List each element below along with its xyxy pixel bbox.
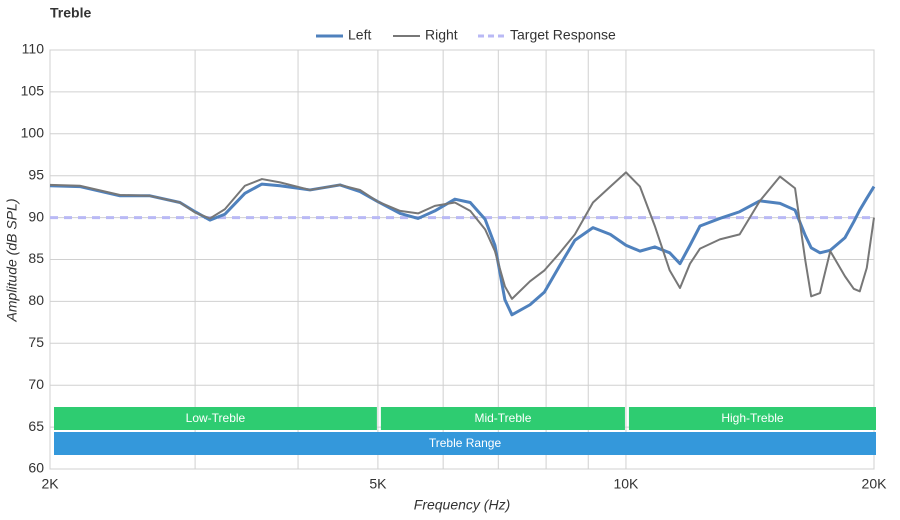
y-tick-label: 90 xyxy=(28,208,44,224)
y-tick-label: 110 xyxy=(22,41,45,57)
band-label: High-Treble xyxy=(721,411,784,425)
legend-label: Left xyxy=(348,27,371,43)
band-label: Low-Treble xyxy=(186,411,246,425)
x-tick-label: 10K xyxy=(613,476,639,492)
x-tick-label: 5K xyxy=(369,476,387,492)
y-tick-label: 65 xyxy=(28,418,44,434)
band-label: Treble Range xyxy=(429,436,502,450)
y-tick-label: 100 xyxy=(21,125,45,141)
y-tick-label: 85 xyxy=(28,250,44,266)
x-axis-label: Frequency (Hz) xyxy=(414,497,510,513)
y-tick-label: 75 xyxy=(28,334,44,350)
band xyxy=(380,407,625,430)
legend-label: Right xyxy=(425,27,458,43)
y-tick-label: 105 xyxy=(21,83,45,99)
band xyxy=(628,407,876,430)
y-axis-label: Amplitude (dB SPL) xyxy=(4,199,20,323)
chart-title: Treble xyxy=(50,5,91,21)
series-line xyxy=(49,171,875,300)
band xyxy=(54,432,876,455)
y-tick-label: 95 xyxy=(28,166,44,182)
y-tick-label: 80 xyxy=(28,292,44,308)
series-line xyxy=(49,182,876,317)
legend-label: Target Response xyxy=(510,27,616,43)
x-tick-label: 20K xyxy=(862,476,888,492)
y-tick-label: 60 xyxy=(28,460,44,476)
x-tick-label: 2K xyxy=(41,476,59,492)
band-label: Mid-Treble xyxy=(474,411,531,425)
y-tick-label: 70 xyxy=(28,376,44,392)
band xyxy=(54,407,377,430)
